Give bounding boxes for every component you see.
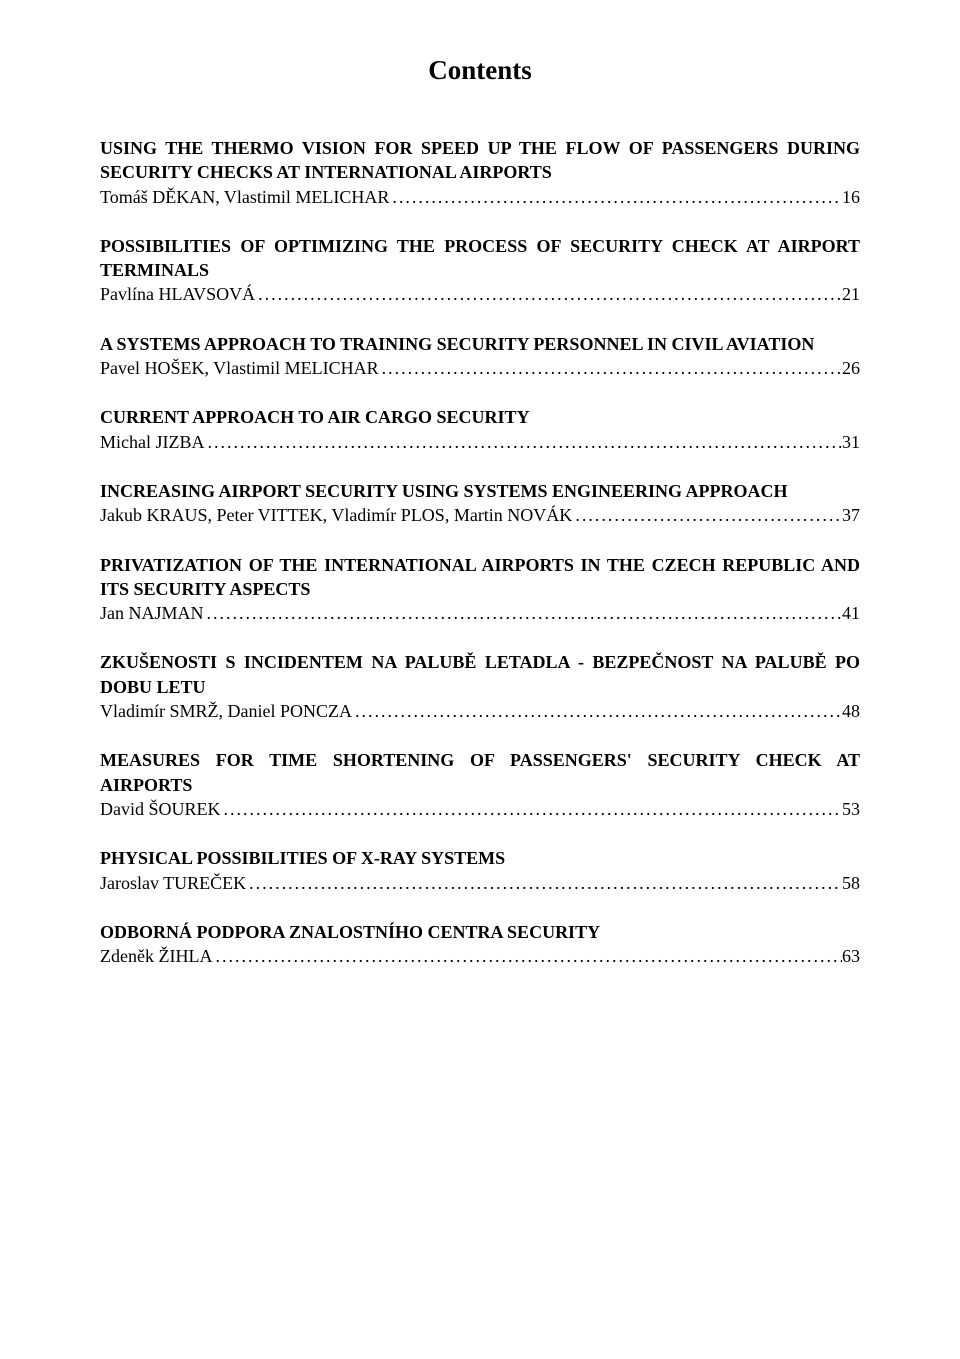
toc-leader-dots: ........................................… xyxy=(352,699,842,723)
toc-entry-page-number: 37 xyxy=(842,503,860,527)
toc-entry-author-line: Pavel HOŠEK, Vlastimil MELICHAR.........… xyxy=(100,356,860,380)
toc-entry-authors: Jan NAJMAN xyxy=(100,601,204,625)
toc-entry-title: MEASURES FOR TIME SHORTENING OF PASSENGE… xyxy=(100,748,860,797)
toc-entry-author-line: Tomáš DĚKAN, Vlastimil MELICHAR.........… xyxy=(100,185,860,209)
toc-entry-author-line: Michal JIZBA............................… xyxy=(100,430,860,454)
toc-entry-title: USING THE THERMO VISION FOR SPEED UP THE… xyxy=(100,136,860,185)
toc-entry-author-line: Jakub KRAUS, Peter VITTEK, Vladimír PLOS… xyxy=(100,503,860,527)
toc-entry: MEASURES FOR TIME SHORTENING OF PASSENGE… xyxy=(100,748,860,821)
toc-entry: PHYSICAL POSSIBILITIES OF X-RAY SYSTEMSJ… xyxy=(100,846,860,895)
toc-leader-dots: ........................................… xyxy=(389,185,842,209)
toc-entry-title: A SYSTEMS APPROACH TO TRAINING SECURITY … xyxy=(100,332,860,356)
toc-leader-dots: ........................................… xyxy=(212,944,842,968)
toc-entry: USING THE THERMO VISION FOR SPEED UP THE… xyxy=(100,136,860,209)
toc-entry-authors: Pavlína HLAVSOVÁ xyxy=(100,282,255,306)
toc-entry: PRIVATIZATION OF THE INTERNATIONAL AIRPO… xyxy=(100,553,860,626)
toc-entry-page-number: 16 xyxy=(842,185,860,209)
toc-entry: ODBORNÁ PODPORA ZNALOSTNÍHO CENTRA SECUR… xyxy=(100,920,860,969)
toc-entry-author-line: Vladimír SMRŽ, Daniel PONCZA............… xyxy=(100,699,860,723)
toc-entry-page-number: 21 xyxy=(842,282,860,306)
toc-leader-dots: ........................................… xyxy=(255,282,842,306)
toc-entry-author-line: Pavlína HLAVSOVÁ........................… xyxy=(100,282,860,306)
toc-entry-title: ZKUŠENOSTI S INCIDENTEM NA PALUBĚ LETADL… xyxy=(100,650,860,699)
toc-entry-authors: Michal JIZBA xyxy=(100,430,204,454)
toc-entry-authors: David ŠOUREK xyxy=(100,797,221,821)
toc-entry-authors: Tomáš DĚKAN, Vlastimil MELICHAR xyxy=(100,185,389,209)
toc-entry-title: CURRENT APPROACH TO AIR CARGO SECURITY xyxy=(100,405,860,429)
toc-entry-title: PRIVATIZATION OF THE INTERNATIONAL AIRPO… xyxy=(100,553,860,602)
toc-entry-title: POSSIBILITIES OF OPTIMIZING THE PROCESS … xyxy=(100,234,860,283)
toc-entry-title: ODBORNÁ PODPORA ZNALOSTNÍHO CENTRA SECUR… xyxy=(100,920,860,944)
toc-entry-title: PHYSICAL POSSIBILITIES OF X-RAY SYSTEMS xyxy=(100,846,860,870)
toc-entry-author-line: Jaroslav TUREČEK........................… xyxy=(100,871,860,895)
toc-entry-page-number: 53 xyxy=(842,797,860,821)
contents-heading: Contents xyxy=(100,55,860,86)
toc-entry-authors: Pavel HOŠEK, Vlastimil MELICHAR xyxy=(100,356,379,380)
toc-entry-page-number: 58 xyxy=(842,871,860,895)
toc-entry-page-number: 41 xyxy=(842,601,860,625)
toc-entry: ZKUŠENOSTI S INCIDENTEM NA PALUBĚ LETADL… xyxy=(100,650,860,723)
toc-entry: INCREASING AIRPORT SECURITY USING SYSTEM… xyxy=(100,479,860,528)
toc-entry-author-line: Jan NAJMAN..............................… xyxy=(100,601,860,625)
toc-entry-page-number: 63 xyxy=(842,944,860,968)
toc-entry-authors: Zdeněk ŽIHLA xyxy=(100,944,212,968)
toc-leader-dots: ........................................… xyxy=(572,503,842,527)
toc-entry-page-number: 31 xyxy=(842,430,860,454)
toc-entry-author-line: David ŠOUREK............................… xyxy=(100,797,860,821)
toc-leader-dots: ........................................… xyxy=(379,356,842,380)
toc-entry-title: INCREASING AIRPORT SECURITY USING SYSTEM… xyxy=(100,479,860,503)
toc-entry-authors: Jaroslav TUREČEK xyxy=(100,871,246,895)
toc-entry-authors: Jakub KRAUS, Peter VITTEK, Vladimír PLOS… xyxy=(100,503,572,527)
toc-entry: CURRENT APPROACH TO AIR CARGO SECURITYMi… xyxy=(100,405,860,454)
toc-entry-author-line: Zdeněk ŽIHLA............................… xyxy=(100,944,860,968)
toc-entry: A SYSTEMS APPROACH TO TRAINING SECURITY … xyxy=(100,332,860,381)
toc-leader-dots: ........................................… xyxy=(204,601,843,625)
toc-entry-page-number: 48 xyxy=(842,699,860,723)
toc-leader-dots: ........................................… xyxy=(221,797,843,821)
toc-entry-page-number: 26 xyxy=(842,356,860,380)
toc-leader-dots: ........................................… xyxy=(246,871,842,895)
toc-entry: POSSIBILITIES OF OPTIMIZING THE PROCESS … xyxy=(100,234,860,307)
toc-entry-authors: Vladimír SMRŽ, Daniel PONCZA xyxy=(100,699,352,723)
toc-leader-dots: ........................................… xyxy=(204,430,842,454)
table-of-contents: USING THE THERMO VISION FOR SPEED UP THE… xyxy=(100,136,860,968)
